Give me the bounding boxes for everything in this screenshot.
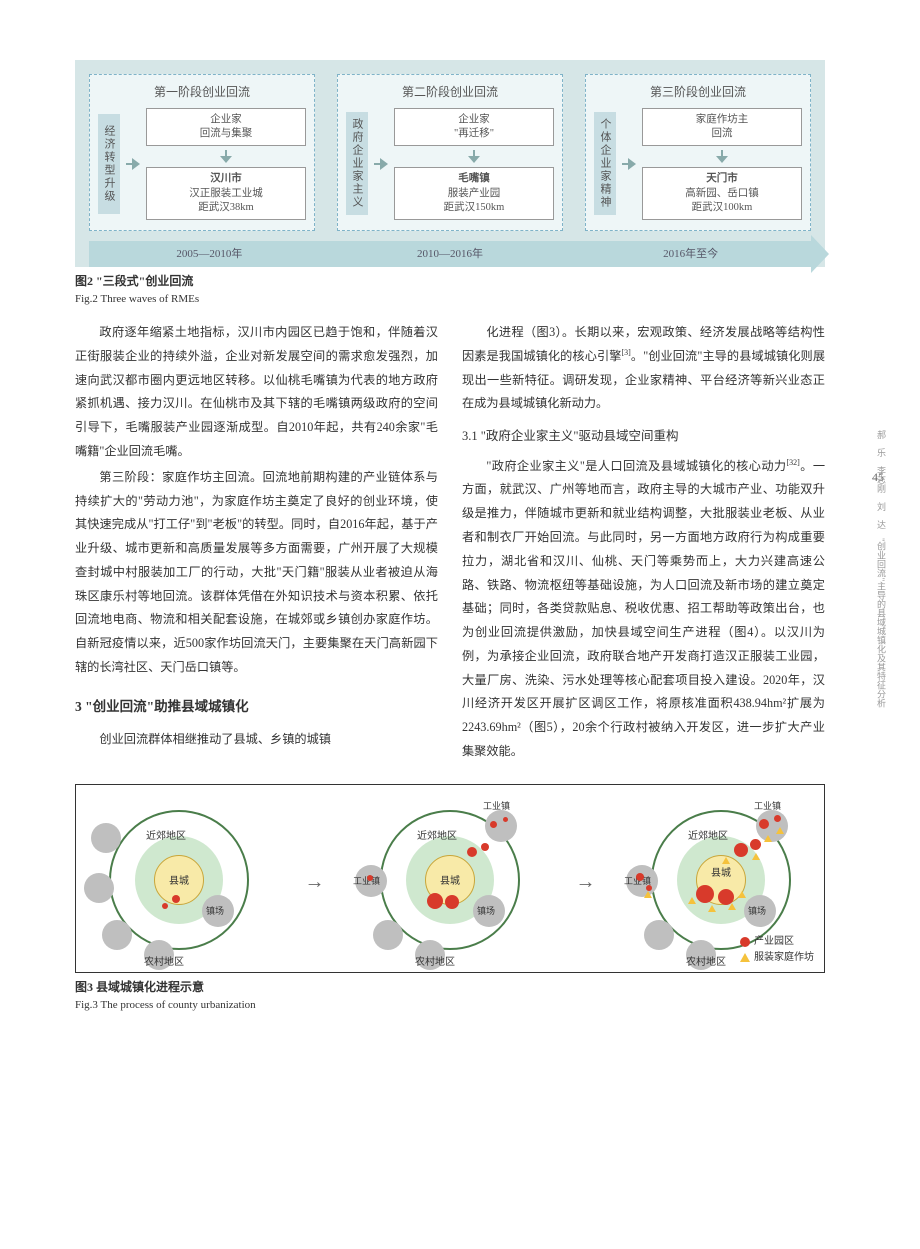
body-text: 政府逐年缩紧土地指标，汉川市内园区已趋于饱和，伴随着汉正街服装企业的持续外溢，企…: [75, 321, 825, 766]
paragraph-3: 创业回流群体相继推动了县城、乡镇的城镇: [75, 728, 438, 752]
phase-3-title: 第三阶段创业回流: [594, 83, 802, 100]
diagram-stage-2: 县城 工业镇 镇场 工业镇 近郊地区 农村地区: [355, 795, 545, 970]
phase-2-left: 政府企业家主义: [346, 112, 368, 215]
timeline-2: 2010—2016年: [330, 241, 571, 267]
phase-2-bottom: 毛嘴镇服装产业园距武汉150km: [394, 167, 554, 220]
phase-1-title: 第一阶段创业回流: [98, 83, 306, 100]
figure-2-flowchart: 第一阶段创业回流 经济转型升级 企业家回流与集聚 汉川市汉正服装工业城距武汉38…: [75, 60, 825, 267]
arrow-2-3: →: [576, 871, 596, 894]
phase-1: 第一阶段创业回流 经济转型升级 企业家回流与集聚 汉川市汉正服装工业城距武汉38…: [89, 74, 315, 231]
phase-2-title: 第二阶段创业回流: [346, 83, 554, 100]
figure-3-caption: 图3 县域城镇化进程示意 Fig.3 The process of county…: [75, 979, 825, 1013]
figure-3-canvas: 县城 镇场 近郊地区 农村地区 → 县城 工业镇 镇场: [75, 784, 825, 973]
phase-2: 第二阶段创业回流 政府企业家主义 企业家"再迁移" 毛嘴镇服装产业园距武汉150…: [337, 74, 563, 231]
figure-3: 县城 镇场 近郊地区 农村地区 → 县城 工业镇 镇场: [75, 784, 825, 1013]
timeline-arrow: 2005—2010年 2010—2016年 2016年至今: [89, 241, 811, 267]
phase-1-left: 经济转型升级: [98, 114, 120, 214]
phase-3: 第三阶段创业回流 个体企业家精神 家庭作坊主回流 天门市高新园、岳口镇距武汉10…: [585, 74, 811, 231]
phase-2-top: 企业家"再迁移": [394, 108, 554, 146]
phase-3-bottom: 天门市高新园、岳口镇距武汉100km: [642, 167, 802, 220]
margin-authors-title: 郝 乐 李志刚 刘 达 "创业回流"主导的县域城镇化及其特征分析: [874, 430, 888, 760]
paragraph-4: 化进程（图3）。长期以来，宏观政策、经济发展战略等结构性因素是我国城镇化的核心引…: [462, 321, 825, 416]
phase-1-bottom: 汉川市汉正服装工业城距武汉38km: [146, 167, 306, 220]
paragraph-1: 政府逐年缩紧土地指标，汉川市内园区已趋于饱和，伴随着汉正街服装企业的持续外溢，企…: [75, 321, 438, 464]
timeline-3: 2016年至今: [570, 241, 811, 267]
heading-3: 3 "创业回流"助推县域城镇化: [75, 694, 438, 720]
phase-1-top: 企业家回流与集聚: [146, 108, 306, 146]
diagram-stage-1: 县城 镇场 近郊地区 农村地区: [84, 795, 274, 970]
phase-3-left: 个体企业家精神: [594, 112, 616, 215]
right-column: 化进程（图3）。长期以来，宏观政策、经济发展战略等结构性因素是我国城镇化的核心引…: [462, 321, 825, 766]
arrow-1-2: →: [305, 871, 325, 894]
paragraph-5: "政府企业家主义"是人口回流及县域城镇化的核心动力[32]。一方面，就武汉、广州…: [462, 455, 825, 764]
figure-3-legend: 产业园区 服装家庭作坊: [740, 934, 814, 966]
phase-3-top: 家庭作坊主回流: [642, 108, 802, 146]
timeline-1: 2005—2010年: [89, 241, 330, 267]
figure-2-caption: 图2 "三段式"创业回流 Fig.2 Three waves of RMEs: [75, 273, 825, 307]
paragraph-2: 第三阶段：家庭作坊主回流。回流地前期构建的产业链体系与持续扩大的"劳动力池"，为…: [75, 466, 438, 680]
heading-3-1: 3.1 "政府企业家主义"驱动县域空间重构: [462, 424, 825, 448]
left-column: 政府逐年缩紧土地指标，汉川市内园区已趋于饱和，伴随着汉正街服装企业的持续外溢，企…: [75, 321, 438, 766]
